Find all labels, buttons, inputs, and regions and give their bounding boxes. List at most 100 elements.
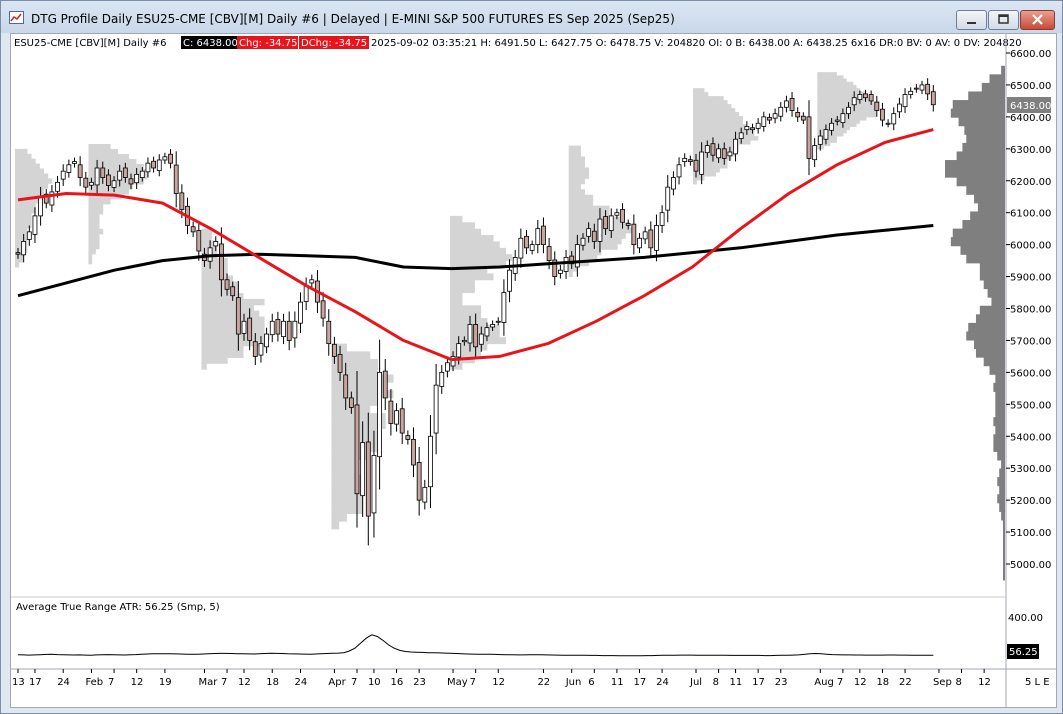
- profile-bar: [201, 263, 228, 271]
- volume-profile-bar: [956, 177, 1005, 187]
- time-tick-label: 18: [266, 677, 279, 688]
- price-tick-label: 6200.00: [1010, 177, 1051, 188]
- candle-body: [94, 167, 100, 186]
- profile-bar: [693, 92, 709, 97]
- profile-bar: [817, 88, 860, 92]
- candle-body: [778, 106, 784, 117]
- candle-body: [863, 93, 868, 99]
- candle-body: [241, 320, 247, 334]
- close-button[interactable]: [1020, 10, 1055, 30]
- time-axis: 13 17 24 Feb 7 12 19 Mar 7 12 18 24 Apr 7 10 16 23 May 7 12…: [12, 669, 991, 688]
- candle-body: [348, 397, 354, 408]
- profile-bar: [568, 183, 581, 190]
- profile-bar: [693, 108, 736, 113]
- profile-bar: [450, 273, 494, 281]
- candle-body: [529, 244, 535, 251]
- candle-body: [60, 170, 66, 180]
- volume-profile-bar: [997, 494, 1005, 504]
- profile-bar: [331, 397, 379, 406]
- profile-bar: [693, 124, 747, 129]
- time-tick-label: 19: [159, 677, 172, 688]
- candle-body: [122, 167, 128, 178]
- volume-profile-bar: [997, 451, 1005, 461]
- minimize-icon: [967, 22, 976, 24]
- candle-body: [930, 91, 936, 106]
- profile-bar: [88, 228, 104, 235]
- profile-bar: [201, 234, 212, 241]
- candle-body: [405, 435, 411, 440]
- profile-bar: [693, 104, 732, 109]
- profile-bar: [88, 213, 100, 220]
- volume-profile-bar: [966, 254, 1005, 264]
- profile-bar: [201, 334, 270, 341]
- candle-body: [733, 138, 738, 155]
- last-price-box: [1007, 97, 1051, 113]
- price-chart[interactable]: ESU25-CME [CBV][M] Daily #6 C: 6438.00 C…: [11, 34, 1056, 707]
- time-tick-label: 22: [537, 677, 550, 688]
- profile-bar: [450, 311, 482, 319]
- profile-bar: [693, 100, 728, 105]
- candle-body: [806, 116, 812, 159]
- profile-bar: [201, 240, 218, 247]
- time-tick-label: Jun: [565, 677, 582, 688]
- maximize-button[interactable]: [988, 10, 1019, 30]
- profile-bar: [450, 305, 482, 313]
- profile-bar: [568, 216, 622, 223]
- candle-body: [925, 83, 931, 95]
- volume-profile-bar: [993, 382, 1005, 392]
- close-icon: [1032, 14, 1043, 25]
- candle-body: [196, 230, 202, 252]
- profile-bar: [693, 163, 728, 169]
- maximize-icon: [998, 14, 1009, 24]
- price-tick-label: 5800.00: [1010, 305, 1051, 316]
- candle-body: [66, 164, 72, 173]
- time-tick-label: 12: [131, 677, 144, 688]
- candle-body: [32, 215, 38, 235]
- profile-bar: [568, 271, 573, 278]
- profile-bar: [817, 84, 857, 89]
- candle-body: [156, 159, 162, 171]
- atr-title: Average True Range ATR: 56.25 (Smp, 5): [16, 602, 220, 613]
- chart-area[interactable]: ESU25-CME [CBV][M] Daily #6 C: 6438.00 C…: [10, 33, 1057, 708]
- candle-body: [874, 101, 880, 111]
- volume-profile-bar: [1003, 519, 1005, 530]
- candle-body: [145, 162, 151, 173]
- candle-body: [139, 170, 145, 178]
- candle-body: [857, 94, 863, 101]
- profile-bar: [568, 167, 590, 174]
- profile-bar: [331, 366, 379, 376]
- candle-body: [354, 404, 360, 495]
- profile-bar: [817, 78, 847, 83]
- time-tick-label: 12: [238, 677, 251, 688]
- corner-label[interactable]: 5 L E: [1025, 677, 1050, 688]
- info-details: 2025-09-02 03:35:21 H: 6491.50 L: 6427.7…: [371, 38, 1022, 49]
- volume-profile-bar: [995, 391, 1005, 401]
- profile-bar: [450, 298, 463, 306]
- profile-bar: [331, 359, 379, 368]
- candle-body: [569, 255, 575, 265]
- candle-body: [106, 174, 111, 186]
- profile-bar: [88, 183, 133, 190]
- profile-bar: [568, 243, 618, 250]
- candle-body: [117, 170, 123, 181]
- profile-bar: [568, 232, 626, 239]
- candle-body: [331, 343, 337, 357]
- volume-profile-bar: [995, 425, 1005, 435]
- candle-body: [574, 244, 580, 268]
- candle-body: [168, 153, 173, 164]
- title-bar[interactable]: DTG Profile Daily ESU25-CME [CBV][M] Dai…: [1, 1, 1062, 33]
- minimize-button[interactable]: [956, 10, 987, 30]
- profile-bar: [201, 304, 255, 312]
- candle-body: [693, 159, 699, 172]
- candle-body: [422, 486, 428, 503]
- candle-body: [665, 186, 671, 211]
- profile-bar: [201, 257, 228, 265]
- candle-body: [377, 371, 383, 458]
- profile-bar: [817, 91, 867, 96]
- profile-bar: [693, 171, 717, 177]
- candle-body: [772, 113, 778, 119]
- candle-body: [433, 384, 439, 434]
- profile-bar: [88, 163, 144, 170]
- profile-bar: [15, 262, 20, 268]
- candle-body: [897, 103, 902, 113]
